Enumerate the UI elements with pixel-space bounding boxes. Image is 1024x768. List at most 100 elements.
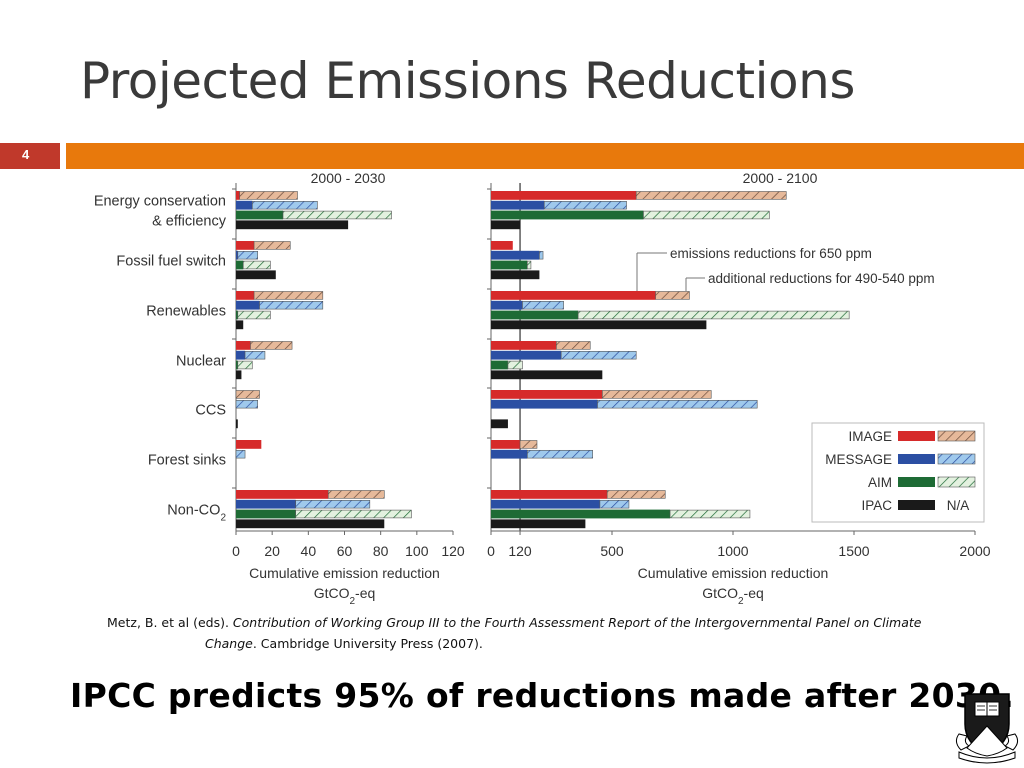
bar-message-solid [236,300,260,310]
category-label-6: Non-CO2 [167,503,226,524]
bar-ipac-solid [236,419,238,429]
bar-message-additional [237,251,259,260]
x-tick-label-0-5: 100 [405,543,429,559]
x-tick-label-0-4: 80 [373,543,389,559]
bar-image-additional [235,390,260,399]
bar-message-additional [235,449,246,459]
citation-publisher: . Cambridge University Press (2007). [252,636,483,651]
bar-aim-solid [236,210,284,220]
bar-image-solid [491,241,513,250]
unit-part: -eq [744,585,764,601]
bar-image-additional [602,390,712,399]
category-label-1: Fossil fuel switch [116,254,226,270]
bar-image-additional [556,341,591,350]
bar-image-additional [250,341,293,350]
unit-part: -eq [355,585,375,601]
citation-title: Contribution of Working Group III to the… [232,615,922,630]
bar-aim-solid [491,310,579,320]
bar-message-additional [522,300,564,310]
x-axis-unit-1: GtCO2-eq [702,585,764,607]
bar-aim-additional [669,509,751,519]
bar-aim-solid [236,310,238,320]
legend-label-aim: AIM [868,475,892,490]
legend-na-label: N/A [947,498,970,513]
bar-message-additional [597,399,758,409]
bar-aim-solid [236,360,238,370]
bar-image-additional [655,291,690,300]
citation-authors: Metz, B. et al (eds). [107,615,233,630]
category-label-subscript: 2 [220,512,226,523]
bar-ipac-solid [491,519,586,529]
legend-swatch-image [898,431,935,441]
bar-message-additional [259,300,324,310]
bar-aim-solid [236,509,296,519]
bar-image-additional [635,191,787,200]
bar-ipac-solid [491,270,540,280]
legend-hatch-aim [937,476,976,488]
category-label-5: Forest sinks [148,453,226,469]
bar-aim-additional [643,210,770,220]
bar-message-additional [235,399,259,409]
bar-message-solid [491,449,528,459]
bar-message-additional [526,449,593,459]
panel-title-1: 2000 - 2100 [743,170,818,186]
legend-swatch-aim [898,477,935,487]
x-tick-label-0-6: 120 [441,543,465,559]
category-label-4: CCS [195,403,226,419]
bar-image-solid [236,291,255,300]
bar-image-additional [606,490,666,499]
bar-image-additional [327,490,385,499]
bar-aim-additional [237,310,271,320]
bar-image-solid [236,241,255,250]
annotation-650ppm: emissions reductions for 650 ppm [670,246,872,261]
bar-message-additional [251,201,318,210]
category-label-0: & efficiency [152,214,227,230]
slide-number-box: 4 [0,143,60,169]
x-tick-label-0-2: 40 [301,543,317,559]
citation-line-2: Change. Cambridge University Press (2007… [205,633,483,654]
category-label-0: Energy conservation [94,194,226,210]
x-tick-label-1-1: 120 [508,543,532,559]
bar-aim-solid [491,260,528,270]
x-tick-label-1-2: 500 [600,543,624,559]
bar-message-solid [491,499,600,509]
legend-hatch-message [937,453,976,465]
legend-swatch-message [898,454,935,464]
bar-ipac-solid [491,419,508,429]
x-tick-label-0-0: 0 [232,543,240,559]
bar-image-solid [236,440,262,449]
unit-part: GtCO [702,585,738,601]
bar-message-solid [491,350,562,360]
bar-image-additional [239,191,298,200]
bar-image-solid [491,390,603,399]
bar-message-solid [491,200,545,210]
bar-message-solid [491,300,523,310]
category-label-3: Nuclear [176,354,226,370]
x-tick-label-1-0: 0 [487,543,495,559]
bottom-message: IPCC predicts 95% of reductions made aft… [70,676,1015,715]
bar-image-additional [519,440,538,449]
bar-message-solid [491,250,540,260]
bar-image-solid [491,191,637,200]
bar-image-additional [253,241,291,250]
category-label-part: Non-CO [167,503,220,519]
title-divider-bar [66,143,1024,169]
legend-label-ipac: IPAC [861,498,892,513]
bar-message-additional [539,251,544,260]
bar-aim-additional [282,210,392,220]
bar-aim-solid [236,260,244,270]
slide-number: 4 [22,147,30,162]
bar-image-solid [491,490,608,499]
bar-ipac-solid [491,370,603,380]
bar-message-solid [236,250,238,260]
bar-aim-additional [526,260,532,270]
bar-image-solid [236,490,329,499]
legend-label-message: MESSAGE [825,452,892,467]
bar-message-solid [236,200,253,210]
x-tick-label-0-1: 20 [264,543,280,559]
bar-message-additional [543,201,627,210]
unit-subscript: 2 [738,596,744,607]
unit-subscript: 2 [349,596,355,607]
bar-image-solid [491,341,557,350]
